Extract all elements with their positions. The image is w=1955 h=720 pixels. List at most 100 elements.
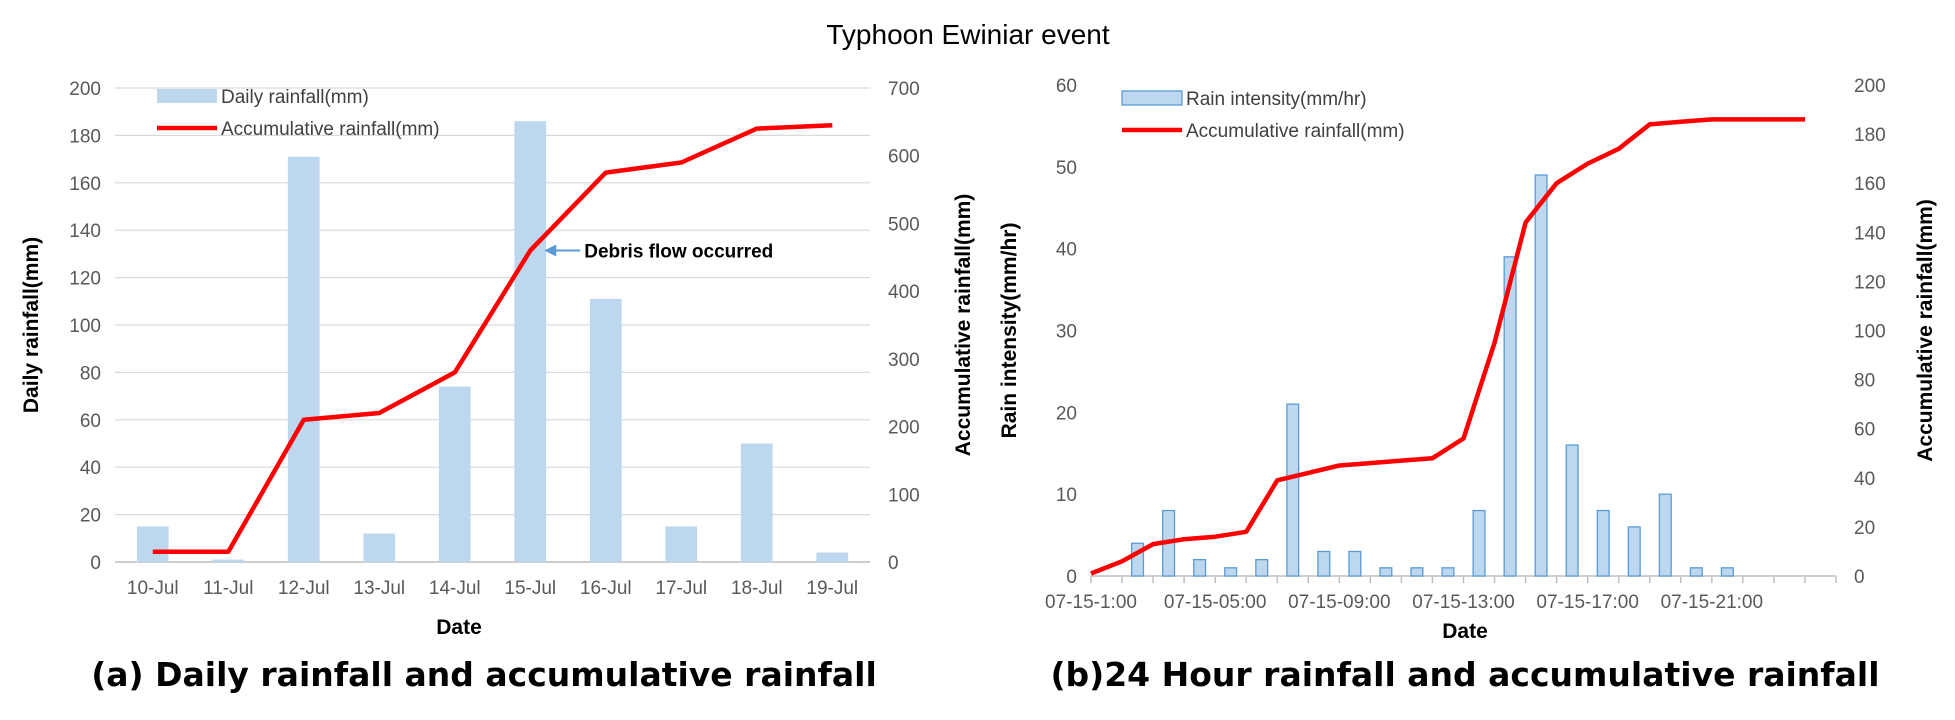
x-tick-label: 12-Jul: [278, 578, 330, 599]
y-tick-label: 60: [1056, 76, 1077, 97]
chart-hourly-rainfall: 0 10 20 30 40 50 60 0 20 40 60 80 100 120 140 160 180 200…: [998, 76, 1937, 694]
y-tick-label: 200: [69, 79, 101, 100]
bar: [665, 526, 698, 562]
bar: [1472, 509, 1486, 577]
y-tick-label: 20: [1056, 403, 1077, 424]
legend-label-bar: Rain intensity(mm/hr): [1186, 89, 1367, 110]
y2-tick-label: 500: [888, 214, 920, 235]
annotation-text: Debris flow occurred: [584, 242, 773, 263]
y-tick-label: 10: [1056, 485, 1077, 506]
chart-daily-rainfall: 0 20 40 60 80 100 120 140 160 180 200 0 100 200 300 400…: [20, 79, 975, 694]
y2-axis-title: Accumulative rainfall(mm): [1914, 199, 1937, 462]
legend-swatch-bar: [157, 89, 217, 103]
x-tick-label: 07-15-1:00: [1045, 592, 1137, 613]
chart-caption: (b)24 Hour rainfall and accumulative rai…: [1050, 655, 1879, 694]
y-tick-label: 140: [69, 221, 101, 242]
y-tick-label: 180: [69, 126, 101, 147]
x-axis-title: Date: [436, 616, 482, 639]
y-tick-label: 0: [90, 553, 101, 574]
y2-tick-label: 200: [1854, 76, 1886, 97]
y2-tick-label: 200: [888, 418, 920, 439]
bar: [1441, 567, 1455, 577]
x-tick-label: 14-Jul: [429, 578, 481, 599]
y-tick-label: 160: [69, 174, 101, 195]
y2-tick-label: 600: [888, 147, 920, 168]
bar: [287, 156, 320, 563]
x-tick-label: 07-15-21:00: [1661, 592, 1763, 613]
x-tick-label: 17-Jul: [655, 578, 707, 599]
bar: [212, 559, 245, 562]
bar: [816, 552, 849, 562]
bar: [1503, 256, 1517, 577]
bar: [1410, 567, 1424, 577]
y2-tick-label: 100: [888, 485, 920, 506]
bar: [1255, 558, 1269, 577]
legend-label-bar: Daily rainfall(mm): [221, 87, 369, 108]
y-tick-label: 120: [69, 269, 101, 290]
annotation-arrowhead: [544, 244, 557, 257]
bar: [514, 121, 547, 563]
y2-tick-label: 100: [1854, 322, 1886, 343]
bar: [1534, 174, 1548, 577]
x-tick-label: 07-15-05:00: [1164, 592, 1266, 613]
y2-tick-label: 40: [1854, 469, 1875, 490]
y2-tick-label: 400: [888, 282, 920, 303]
y2-tick-label: 0: [1854, 567, 1865, 588]
y-tick-label: 30: [1056, 322, 1077, 343]
y-tick-label: 50: [1056, 158, 1077, 179]
x-tick-label: 07-15-13:00: [1412, 592, 1514, 613]
y-tick-label: 80: [80, 363, 101, 384]
y-axis-title: Daily rainfall(mm): [20, 237, 43, 413]
y-tick-label: 40: [80, 458, 101, 479]
bar: [1689, 567, 1703, 577]
x-tick-label: 10-Jul: [127, 578, 179, 599]
bar: [1658, 493, 1672, 577]
bar: [1720, 567, 1734, 577]
y-tick-label: 0: [1066, 567, 1077, 588]
y-tick-label: 60: [80, 411, 101, 432]
y2-tick-label: 140: [1854, 223, 1886, 244]
series-line: [1090, 117, 1805, 576]
bar: [1131, 542, 1145, 577]
y2-tick-label: 160: [1854, 174, 1886, 195]
y2-tick-label: 80: [1854, 371, 1875, 392]
bar: [1193, 558, 1207, 577]
y2-tick-label: 0: [888, 553, 899, 574]
bar: [363, 533, 396, 562]
y2-axis-title: Accumulative rainfall(mm): [952, 194, 975, 457]
y2-tick-label: 700: [888, 79, 920, 100]
bar: [1348, 550, 1362, 577]
y2-tick-label: 300: [888, 350, 920, 371]
legend-label-line: Accumulative rainfall(mm): [1186, 121, 1405, 142]
y2-tick-label: 180: [1854, 125, 1886, 146]
bar: [438, 386, 471, 562]
y-axis-title: Rain intensity(mm/hr): [998, 223, 1021, 439]
bar: [740, 443, 773, 562]
y-tick-label: 20: [80, 506, 101, 527]
y-tick-label: 40: [1056, 240, 1077, 261]
bar: [1224, 567, 1238, 577]
bar: [1565, 444, 1579, 577]
bar: [589, 298, 622, 562]
bar: [1596, 509, 1610, 577]
legend-label-line: Accumulative rainfall(mm): [221, 119, 440, 140]
bar: [1286, 403, 1300, 577]
bar: [136, 526, 169, 562]
bar: [1627, 526, 1641, 577]
x-tick-label: 13-Jul: [353, 578, 405, 599]
series-line: [152, 122, 833, 555]
y2-tick-label: 60: [1854, 420, 1875, 441]
y2-tick-label: 20: [1854, 518, 1875, 539]
x-tick-label: 19-Jul: [806, 578, 858, 599]
x-tick-label: 16-Jul: [580, 578, 632, 599]
x-axis-title: Date: [1442, 620, 1488, 643]
x-tick-label: 18-Jul: [731, 578, 783, 599]
x-tick-label: 11-Jul: [203, 578, 253, 599]
figure-title: Typhoon Ewiniar event: [826, 19, 1110, 50]
bar: [1317, 550, 1331, 577]
chart-caption: (a) Daily rainfall and accumulative rain…: [91, 655, 877, 694]
bar: [1379, 567, 1393, 577]
y2-tick-label: 120: [1854, 272, 1886, 293]
